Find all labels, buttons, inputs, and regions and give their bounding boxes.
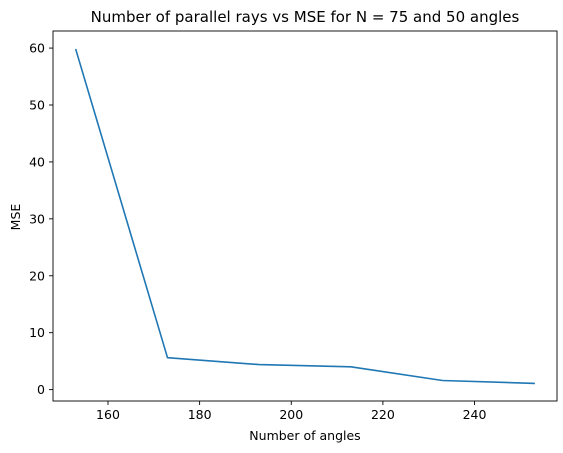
- plot-area: [53, 31, 557, 401]
- y-tick-label: 20: [29, 268, 45, 283]
- x-axis-label: Number of angles: [249, 428, 360, 443]
- y-tick-label: 60: [29, 41, 45, 56]
- chart-title: Number of parallel rays vs MSE for N = 7…: [91, 8, 520, 26]
- y-tick-label: 50: [29, 98, 45, 113]
- y-tick-label: 40: [29, 154, 45, 169]
- x-tick-label: 240: [463, 407, 487, 422]
- x-tick-label: 180: [188, 407, 212, 422]
- x-tick-label: 220: [371, 407, 395, 422]
- plot-frame: [52, 30, 558, 402]
- series-line: [74, 48, 535, 385]
- series-layer: [74, 48, 535, 385]
- x-axis: 160 180 200 220 240: [96, 401, 487, 422]
- y-tick-label: 30: [29, 211, 45, 226]
- x-tick-label: 160: [96, 407, 120, 422]
- y-tick-label: 0: [37, 382, 45, 397]
- y-axis-label: MSE: [8, 204, 23, 231]
- y-tick-label: 10: [29, 325, 45, 340]
- x-tick-label: 200: [279, 407, 303, 422]
- y-axis: 0 10 20 30 40 50 60: [29, 41, 53, 397]
